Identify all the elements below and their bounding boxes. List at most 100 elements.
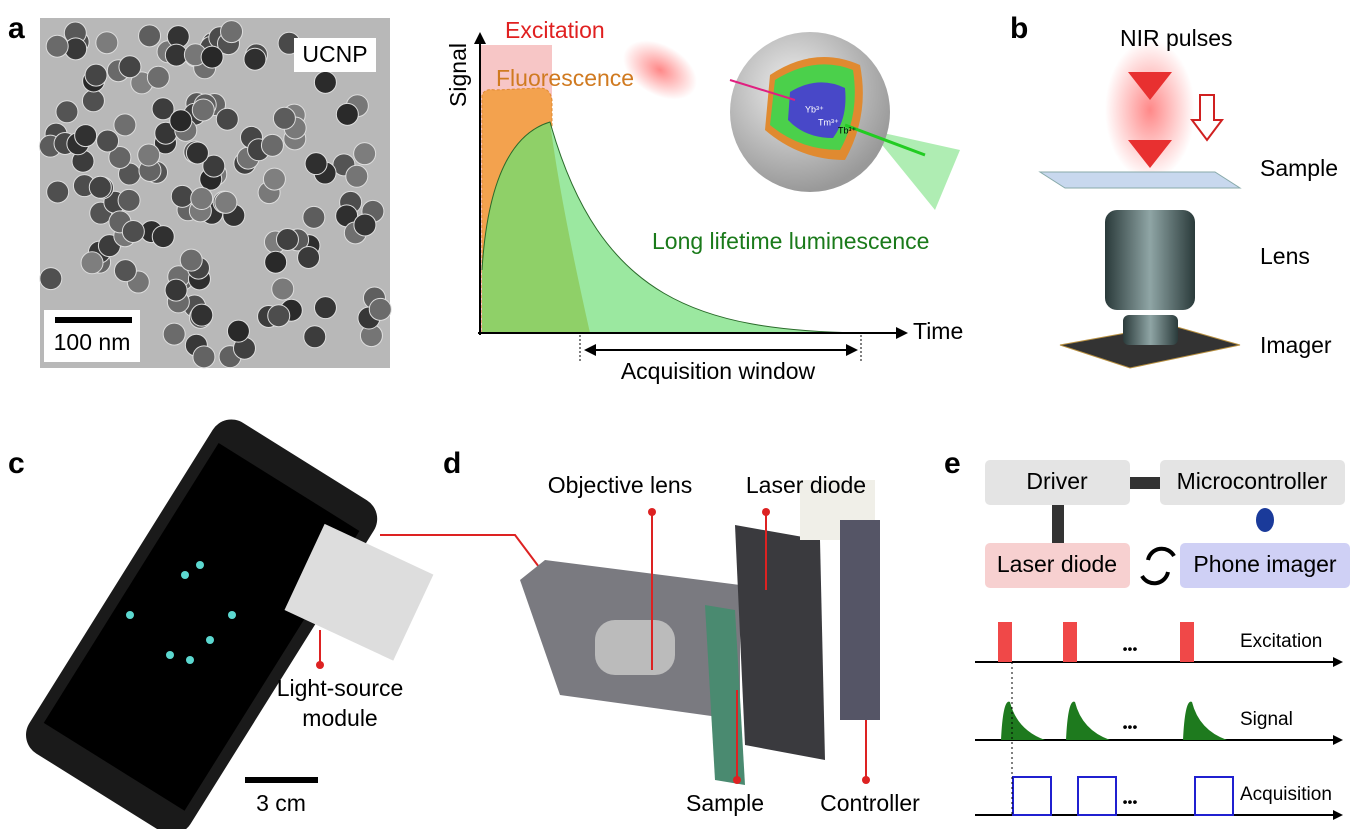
nanoparticle <box>336 103 358 125</box>
nanoparticle <box>138 144 160 166</box>
block-label: Microcontroller <box>1177 468 1328 494</box>
nanoparticle <box>227 320 249 342</box>
nanoparticle <box>139 25 161 47</box>
nanoparticle <box>201 46 223 68</box>
nanoparticle <box>96 32 118 54</box>
nanoparticle <box>118 189 140 211</box>
nanoparticle <box>346 165 368 187</box>
ellipsis: ••• <box>1123 794 1138 810</box>
acquisition-window <box>1013 777 1051 815</box>
nanoparticle <box>314 297 336 319</box>
nanoparticle <box>163 323 185 345</box>
nanoparticle <box>305 153 327 175</box>
luminescence-label: Long lifetime luminescence <box>652 228 929 254</box>
nanoparticle <box>298 246 320 268</box>
nanoparticle <box>82 90 104 112</box>
scale-label: 100 nm <box>54 329 131 355</box>
connector <box>1130 477 1160 489</box>
callout-dot <box>648 508 656 516</box>
arrowhead <box>1333 735 1343 745</box>
nanoparticle <box>215 191 237 213</box>
spot <box>181 571 189 579</box>
nanoparticle <box>193 346 215 368</box>
nanoparticle <box>272 278 294 300</box>
spot <box>228 611 236 619</box>
nanoparticle <box>56 101 78 123</box>
nanoparticle <box>170 110 192 132</box>
nanoparticle <box>85 64 107 86</box>
nanoparticle <box>152 226 174 248</box>
nanoparticle <box>180 249 202 271</box>
spot <box>186 656 194 664</box>
nanoparticle <box>244 48 266 70</box>
callout-dot <box>762 508 770 516</box>
callout-label: Objective lens <box>548 472 692 498</box>
nanoparticle <box>47 181 69 203</box>
nanoparticle <box>46 35 68 57</box>
nanoparticle <box>122 220 144 242</box>
nanoparticle <box>186 142 208 164</box>
spot <box>206 636 214 644</box>
nanoparticle <box>304 326 326 348</box>
nir-beam <box>613 28 707 111</box>
module-label: Light-source <box>277 675 404 701</box>
acquisition-window <box>1195 777 1233 815</box>
callout-dot <box>316 661 324 669</box>
nanoparticle <box>192 99 214 121</box>
nanoparticle <box>268 305 290 327</box>
signal-decay <box>1001 702 1045 740</box>
nanoparticle <box>165 279 187 301</box>
imager-lens <box>1123 315 1178 345</box>
part-label: Sample <box>1260 155 1338 181</box>
panel-label: c <box>8 447 25 480</box>
x-axis-label: Time <box>913 318 963 344</box>
nanoparticle <box>81 252 103 274</box>
nanoparticle <box>89 176 111 198</box>
callout-label: Controller <box>820 790 920 816</box>
callout-dot <box>862 776 870 784</box>
signal-decay <box>1066 702 1110 740</box>
trace-label: Excitation <box>1240 631 1322 652</box>
nanoparticle <box>171 185 193 207</box>
connector <box>1052 505 1064 543</box>
nanoparticle <box>354 143 376 165</box>
window-label: Acquisition window <box>621 358 816 384</box>
part-label: Lens <box>1260 243 1310 269</box>
objective-barrel <box>595 620 675 675</box>
nanoparticle <box>265 251 287 273</box>
nanoparticle <box>40 268 62 290</box>
spot <box>196 561 204 569</box>
nanoparticle <box>276 228 298 250</box>
nanoparticle <box>97 130 119 152</box>
timing-diagram: Excitation•••Signal•••Acquisition••• <box>975 622 1343 820</box>
signal-decay <box>1183 702 1227 740</box>
nanoparticle <box>75 125 97 147</box>
arrowhead <box>896 327 908 339</box>
ion-label: Tb³⁺ <box>838 125 857 135</box>
sample-slide <box>1040 172 1240 188</box>
panel-label: e <box>944 447 961 480</box>
arrowhead <box>1333 810 1343 820</box>
nanoparticle <box>303 206 325 228</box>
excitation-label: Excitation <box>505 17 605 43</box>
panel-label: d <box>443 447 461 480</box>
panel-label: a <box>8 12 25 45</box>
excitation-pulse <box>1063 622 1077 662</box>
ellipsis: ••• <box>1123 641 1138 657</box>
fluorescence-label: Fluorescence <box>496 65 634 91</box>
image-label: UCNP <box>302 41 367 67</box>
part-label: Imager <box>1260 332 1332 358</box>
exchange-icon <box>1142 549 1174 584</box>
ion-label: Yb³⁺ <box>805 104 824 114</box>
excitation-pulse <box>998 622 1012 662</box>
excitation-pulse <box>1180 622 1194 662</box>
trace-label: Signal <box>1240 709 1293 730</box>
nanoparticle <box>263 168 285 190</box>
arrowhead <box>1333 657 1343 667</box>
callout-label: Sample <box>686 790 764 816</box>
direction-arrow <box>1192 95 1222 140</box>
block-label: Laser diode <box>997 551 1117 577</box>
ellipsis: ••• <box>1123 719 1138 735</box>
nanoparticle <box>369 298 391 320</box>
nanoparticle <box>221 21 243 43</box>
